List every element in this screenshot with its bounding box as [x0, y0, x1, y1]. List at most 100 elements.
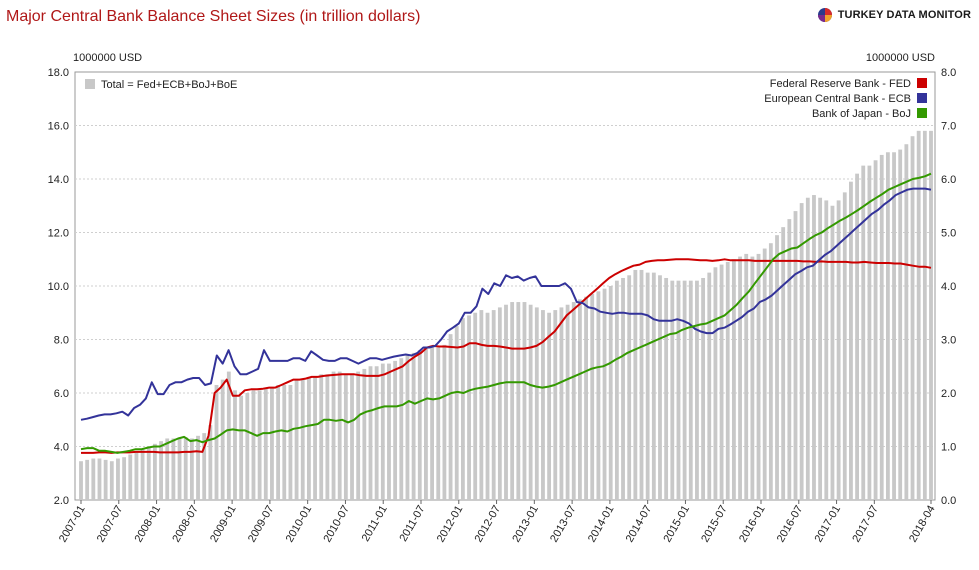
total-bar [787, 219, 792, 500]
total-bar [781, 227, 786, 500]
brand-logo: TURKEY DATA MONITOR [817, 6, 971, 24]
total-bar [892, 152, 896, 500]
total-bar [627, 275, 632, 500]
total-bar [651, 272, 656, 500]
y-right-tick-label: 3.0 [941, 335, 956, 347]
total-bar [768, 243, 773, 500]
total-bar [528, 304, 533, 500]
total-bar [239, 395, 244, 500]
total-bar [460, 318, 465, 500]
total-bar [916, 130, 921, 500]
total-bar [473, 312, 478, 500]
total-bar [171, 438, 176, 500]
total-bar [793, 211, 798, 500]
legend-boj-swatch [917, 108, 927, 118]
total-bar [245, 393, 250, 500]
x-tick-label: 2014-01 [586, 504, 617, 545]
total-bar [676, 280, 681, 500]
total-bar [707, 272, 712, 500]
total-bar [799, 203, 804, 500]
y-left-tick-label: 18.0 [48, 67, 69, 79]
total-bar [343, 374, 348, 500]
total-bar [695, 280, 699, 500]
x-tick-label: 2009-01 [208, 504, 239, 545]
total-bar [294, 379, 299, 500]
total-bar [430, 347, 434, 500]
total-bar [497, 307, 502, 500]
x-tick-label: 2015-07 [699, 504, 730, 545]
total-bar [282, 384, 287, 500]
total-bar [701, 277, 706, 500]
total-bar [842, 192, 847, 500]
total-bar [165, 438, 170, 500]
total-bar [251, 390, 256, 500]
total-bar [331, 371, 336, 500]
total-bar [411, 352, 416, 500]
total-bar [750, 256, 755, 500]
brand-pie-icon [817, 8, 832, 22]
total-bar [621, 277, 625, 500]
total-bar [861, 165, 866, 500]
total-bar [220, 379, 225, 500]
total-bar [467, 315, 471, 500]
total-bar [479, 310, 484, 500]
x-tick-label: 2013-07 [548, 504, 579, 545]
total-bar [559, 307, 564, 500]
total-bar [270, 387, 274, 500]
x-tick-label: 2009-07 [246, 504, 277, 545]
total-bar [183, 437, 188, 500]
total-bar [910, 136, 915, 500]
total-bar [226, 371, 231, 500]
total-bar [208, 425, 213, 500]
total-bar [775, 235, 779, 501]
total-bar [448, 334, 453, 500]
y-right-tick-label: 4.0 [941, 281, 956, 293]
total-bar [818, 197, 823, 500]
total-bar [510, 302, 515, 500]
total-bar [762, 248, 767, 500]
total-bar [454, 326, 459, 500]
x-tick-label: 2012-07 [473, 504, 504, 545]
y-left-tick-label: 16.0 [48, 121, 69, 133]
right-axis-unit: 1000000 USD [865, 52, 935, 64]
y-left-tick-label: 12.0 [48, 228, 69, 240]
total-bar [522, 302, 527, 500]
x-tick-label: 2016-07 [775, 504, 806, 545]
y-left-tick-label: 14.0 [48, 174, 69, 186]
y-left-tick-label: 6.0 [54, 388, 69, 400]
total-bar [79, 461, 83, 500]
total-bar [922, 130, 927, 500]
total-bar [885, 152, 890, 500]
total-bar [128, 454, 133, 500]
total-bar [602, 288, 607, 500]
total-bar [504, 304, 508, 500]
x-tick-label: 2008-01 [133, 504, 164, 545]
total-bar [257, 390, 262, 500]
y-right-tick-label: 7.0 [941, 121, 956, 133]
total-bar [109, 461, 114, 500]
total-bar [393, 360, 398, 500]
total-bar [362, 368, 367, 500]
total-bar [122, 457, 127, 500]
total-bar [103, 459, 108, 500]
total-bar [436, 347, 441, 500]
total-bar [405, 355, 410, 500]
legend-fed-swatch [917, 78, 927, 88]
total-bar [553, 310, 558, 500]
total-bar [614, 280, 619, 500]
fed-line [81, 258, 932, 454]
total-bar [879, 154, 884, 501]
total-bar [571, 302, 576, 500]
x-tick-label: 2007-07 [95, 504, 126, 545]
y-right-tick-label: 2.0 [941, 388, 956, 400]
total-bar [584, 296, 588, 500]
total-bar [319, 374, 324, 500]
total-bar [177, 438, 182, 500]
total-bar [350, 374, 354, 500]
total-bar [424, 347, 428, 500]
legend-bar-swatch [85, 79, 95, 89]
total-bar [541, 310, 545, 500]
total-bar [824, 200, 829, 500]
total-bar [633, 269, 638, 500]
total-bar [91, 458, 96, 500]
